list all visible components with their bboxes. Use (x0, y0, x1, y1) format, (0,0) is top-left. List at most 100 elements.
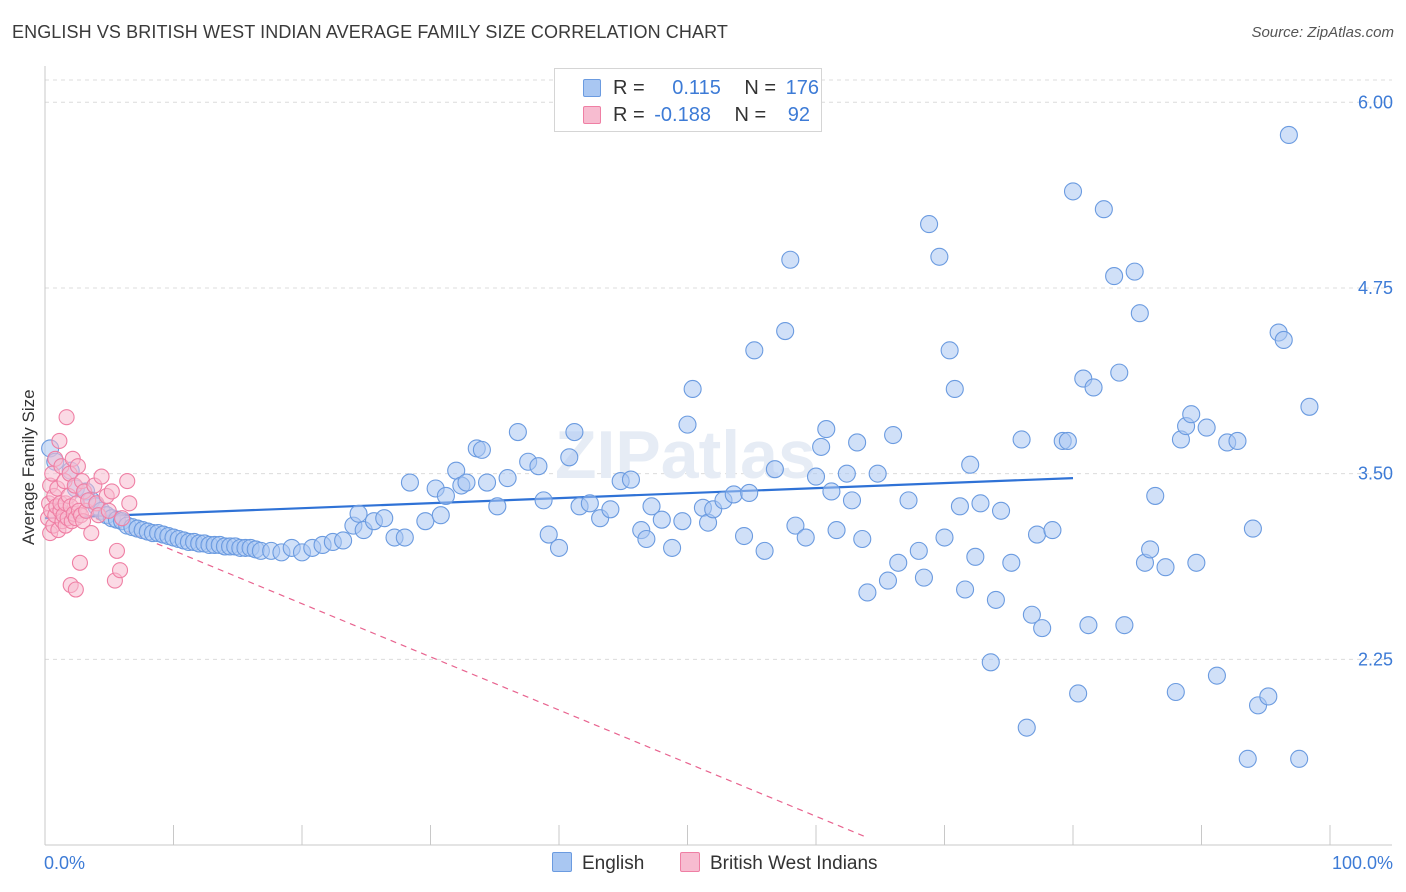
data-point (395, 528, 414, 547)
data-point (436, 486, 455, 505)
correlation-legend: R = 0.115 N = 176 R = -0.188 N = 92 (554, 68, 822, 132)
data-point (1079, 616, 1098, 635)
n-value: 92 (787, 104, 811, 126)
data-point (51, 432, 68, 450)
legend-item-english[interactable]: English (552, 852, 644, 875)
data-point (375, 509, 394, 528)
n-label: N = (744, 77, 777, 99)
data-point (1156, 558, 1175, 577)
y-axis-label: Average Family Size (19, 389, 38, 545)
data-point (971, 494, 990, 513)
data-point (1094, 200, 1113, 219)
data-point (822, 482, 841, 501)
data-point (837, 464, 856, 483)
data-point (1300, 397, 1319, 416)
legend-label-english: English (582, 853, 645, 874)
data-point (827, 521, 846, 540)
data-point (745, 341, 764, 360)
trend-line-english (44, 476, 1074, 520)
data-point (103, 483, 120, 500)
data-point (508, 422, 527, 442)
data-point (848, 433, 867, 452)
data-point (986, 590, 1005, 609)
data-point (1141, 540, 1160, 559)
data-point (71, 554, 89, 571)
r-value: 0.115 (672, 77, 721, 99)
data-point (119, 473, 136, 490)
data-point (69, 458, 86, 475)
data-point (58, 409, 75, 426)
data-point (812, 437, 831, 456)
data-point (663, 538, 682, 557)
data-point (673, 512, 692, 531)
data-point (549, 538, 569, 557)
data-point (1243, 519, 1262, 538)
chart-title: ENGLISH VS BRITISH WEST INDIAN AVERAGE F… (12, 22, 728, 42)
data-point (981, 653, 1000, 672)
data-point (1279, 125, 1298, 145)
data-point (1207, 666, 1226, 685)
legend-item-british-west-indians[interactable]: British West Indians (680, 852, 878, 875)
data-point (1022, 605, 1041, 624)
data-point (565, 422, 584, 442)
data-point (621, 470, 641, 489)
data-point (961, 455, 980, 474)
data-point (642, 497, 661, 516)
x-tick-label: 0.0% (44, 853, 85, 873)
legend-label-bwi: British West Indians (710, 853, 878, 874)
data-point (1290, 749, 1309, 768)
source-label: Source: ZipAtlas.com (1251, 24, 1394, 41)
data-point (1166, 682, 1185, 702)
x-tick-label: 100.0% (1332, 853, 1393, 873)
data-point (734, 526, 754, 546)
data-point (1043, 521, 1062, 540)
data-point (930, 247, 949, 266)
data-point (534, 491, 553, 510)
data-point (1033, 619, 1052, 638)
data-point (601, 500, 620, 519)
data-points (40, 125, 1319, 768)
data-point (1110, 363, 1129, 382)
data-point (1274, 330, 1293, 350)
data-point (853, 529, 872, 549)
data-point (488, 497, 507, 516)
data-point (93, 468, 110, 485)
n-value: 176 (785, 77, 820, 99)
data-point (1084, 378, 1103, 397)
data-point (349, 504, 368, 523)
data-point (1125, 262, 1144, 281)
data-point (950, 497, 969, 516)
data-point (1017, 718, 1036, 737)
data-point (108, 542, 126, 559)
r-value: -0.188 (654, 104, 711, 126)
y-tick-label: 3.50 (1358, 464, 1393, 484)
data-point (637, 529, 656, 549)
data-point (1187, 553, 1206, 572)
y-tick-label: 4.75 (1358, 278, 1393, 298)
data-point (1027, 525, 1047, 544)
data-point (652, 510, 671, 529)
data-point (956, 580, 975, 599)
data-point (498, 469, 517, 488)
data-point (1069, 684, 1088, 703)
data-point (858, 583, 877, 602)
data-point (457, 473, 476, 492)
data-point (1115, 616, 1134, 635)
data-point (416, 512, 435, 531)
data-point (539, 525, 558, 544)
data-point (806, 467, 826, 486)
trend-line-british-west-indians (44, 496, 868, 839)
data-point (935, 528, 954, 547)
data-point (817, 420, 836, 439)
data-point (1228, 431, 1247, 451)
data-point (889, 553, 908, 572)
data-point (899, 491, 918, 510)
r-label: R = (613, 77, 645, 99)
data-point (67, 581, 84, 598)
r-label: R = (613, 104, 645, 126)
data-point (991, 501, 1011, 520)
data-point (121, 495, 138, 512)
data-point (477, 473, 497, 492)
data-point (1182, 405, 1201, 424)
